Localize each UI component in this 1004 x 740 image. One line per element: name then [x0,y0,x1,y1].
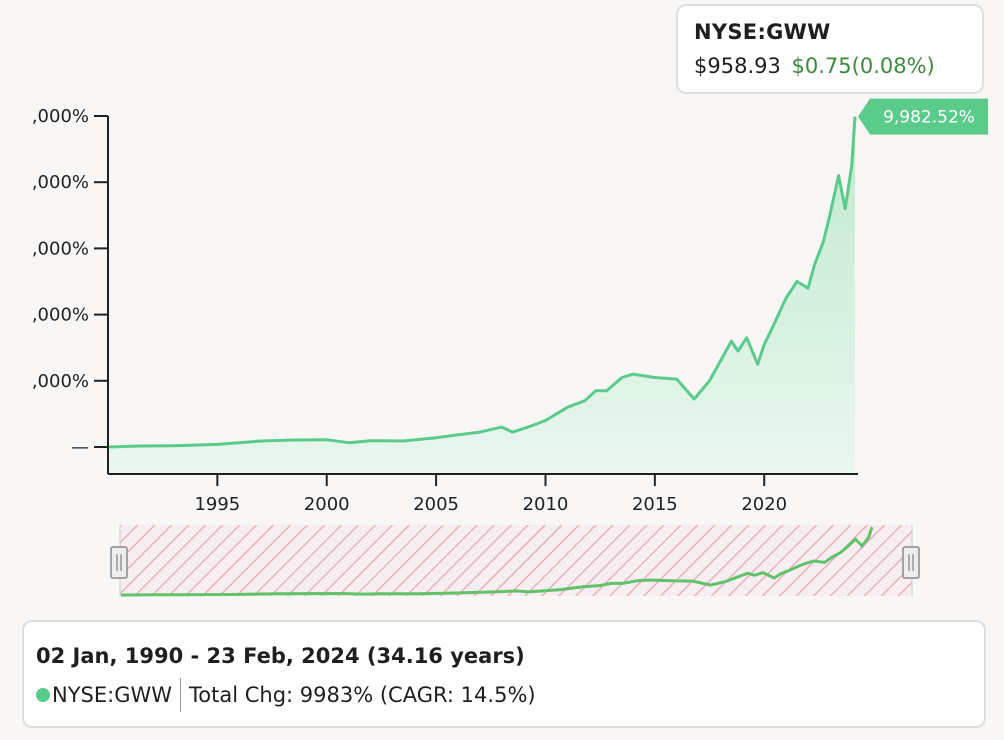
navigator-right-handle[interactable] [902,546,920,579]
x-tick-label: 2000 [304,494,350,515]
summary-stats: NYSE:GWW Total Chg: 9983% (CAGR: 14.5%) [36,678,972,712]
ticker-symbol: NYSE:GWW [694,20,831,44]
x-axis-ticks: 1995 2000 2005 2010 2015 2020 [194,474,787,515]
ticker-price: $958.93 [694,54,781,78]
y-tick-label: ,000% [32,371,89,392]
navigator-selection[interactable] [120,525,912,596]
summary-symbol: NYSE:GWW [52,683,173,707]
series-area [108,116,855,474]
ticker-card: NYSE:GWW $958.93 $0.75(0.08%) [676,4,984,94]
date-range: 02 Jan, 1990 - 23 Feb, 2024 (34.16 years… [36,644,525,668]
y-tick-label: ,000% [32,172,89,193]
y-axis-ticks: — ,000% ,000% ,000% ,000% ,000% [32,106,108,458]
total-change: Total Chg: 9983% (CAGR: 14.5%) [189,683,536,707]
x-tick-label: 1995 [194,494,240,515]
series-line [107,116,857,449]
y-tick-label: ,000% [32,305,89,326]
summary-card: 02 Jan, 1990 - 23 Feb, 2024 (34.16 years… [22,620,986,728]
y-tick-label: — [71,437,89,458]
summary-divider [180,678,182,712]
ticker-quote: $958.93 $0.75(0.08%) [694,54,966,78]
series-color-dot [36,688,50,702]
y-tick-label: ,000% [32,106,89,127]
x-tick-label: 2010 [523,494,569,515]
ticker-change: $0.75(0.08%) [791,54,935,78]
end-value-label: 9,982.52% [858,98,988,135]
x-tick-label: 2005 [413,494,459,515]
navigator-left-handle[interactable] [110,546,128,579]
navigator-series-line [120,526,874,597]
end-value-label-bg [858,98,988,135]
end-value-label-text: 9,982.52% [883,108,975,128]
x-tick-label: 2020 [741,494,787,515]
main-chart[interactable]: — ,000% ,000% ,000% ,000% ,000% 1995 2000 2005 2… [0,0,1004,520]
y-tick-label: ,000% [32,238,89,259]
x-tick-label: 2015 [632,494,678,515]
